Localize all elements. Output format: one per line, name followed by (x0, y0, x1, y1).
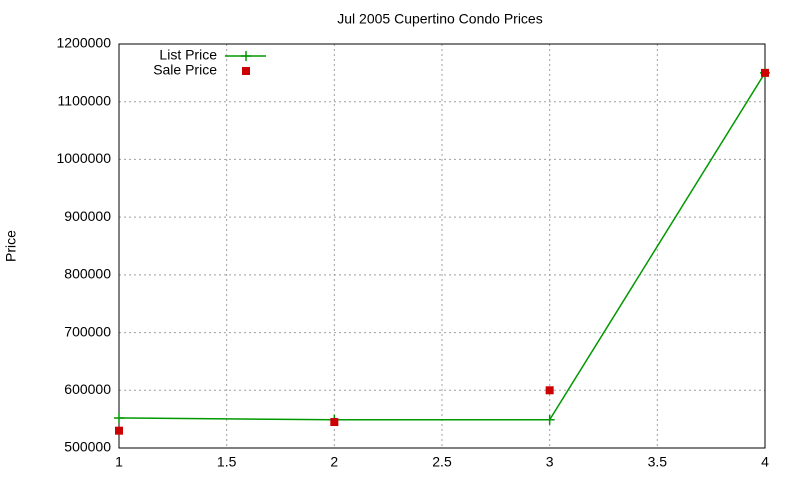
data-point (545, 386, 554, 395)
y-axis-label: Price (3, 230, 19, 262)
x-tick-label: 1 (115, 454, 123, 470)
x-tick-label: 1.5 (217, 454, 237, 470)
legend-marker (242, 67, 250, 75)
legend-marker (241, 51, 251, 61)
data-line (118, 72, 766, 421)
y-tick-label: 500000 (64, 439, 111, 455)
y-tick-label: 600000 (64, 381, 111, 397)
x-tick-label: 4 (761, 454, 769, 470)
y-tick-label: 1000000 (56, 150, 111, 166)
x-tick-label: 3 (546, 454, 554, 470)
legend-label: Sale Price (153, 62, 217, 78)
y-tick-label: 1100000 (58, 92, 112, 108)
chart-title: Jul 2005 Cupertino Condo Prices (337, 11, 542, 27)
data-point (114, 412, 124, 423)
plot-frame (118, 43, 766, 449)
data-point (330, 418, 339, 427)
legend-label: List Price (159, 47, 217, 63)
data-point (544, 414, 555, 425)
data-point (761, 68, 769, 77)
x-tick-label: 2 (330, 454, 338, 470)
y-tick-label: 900000 (64, 208, 111, 224)
data-point (115, 426, 123, 435)
y-tick-label: 800000 (64, 266, 111, 282)
x-tick-label: 3.5 (648, 454, 668, 470)
x-tick-label: 2.5 (432, 454, 452, 470)
y-tick-label: 700000 (64, 323, 111, 339)
y-tick-label: 1200000 (56, 35, 111, 51)
